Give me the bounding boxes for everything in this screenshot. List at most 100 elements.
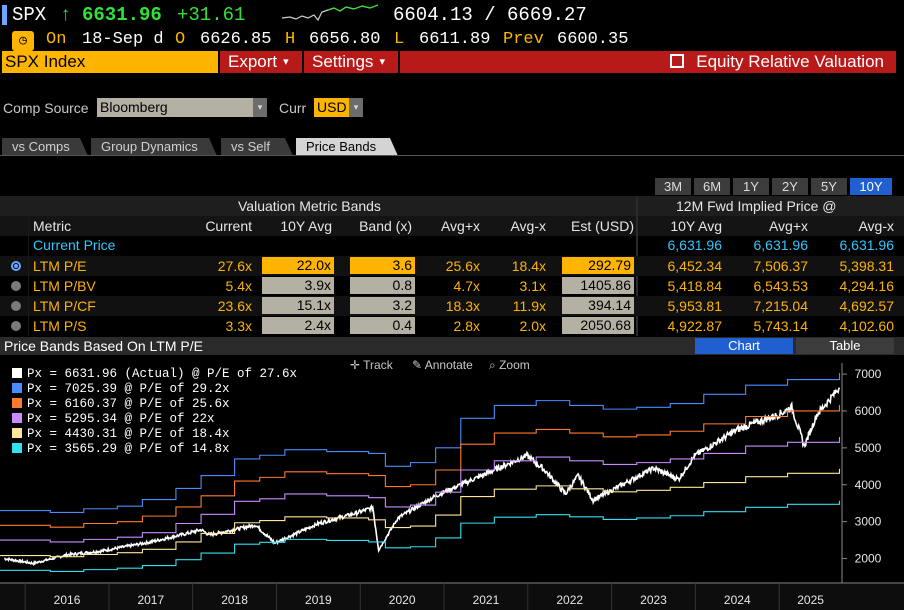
legend-item-band-1[interactable]: Px = 7025.39 @ P/E of 29.2x — [12, 382, 230, 396]
track-tool[interactable]: ✛ Track — [350, 358, 393, 372]
export-menu-button[interactable]: Export ▾ — [220, 51, 302, 73]
metric-band[interactable]: 0.4 — [350, 317, 415, 334]
legend-item-band-3[interactable]: Px = 5295.34 @ P/E of 22x — [12, 412, 215, 426]
period-6m-button[interactable]: 6M — [694, 178, 730, 195]
metric-avg-plus: 18.3x — [445, 298, 480, 314]
metric-name: LTM P/S — [33, 318, 87, 334]
comp-source-select[interactable]: Bloomberg ▾ — [97, 98, 267, 117]
series-line-1[interactable] — [0, 373, 841, 513]
last-price: 6631.96 — [82, 4, 162, 26]
metric-current: 5.4x — [225, 278, 252, 294]
low-value: 6611.89 — [419, 30, 491, 49]
col-avg-minus[interactable]: Avg-x — [510, 218, 546, 234]
period-3m-button[interactable]: 3M — [655, 178, 691, 195]
col-est[interactable]: Est (USD) — [571, 218, 634, 234]
col-current[interactable]: Current — [205, 218, 252, 234]
series-line-0[interactable] — [4, 387, 841, 567]
tab-vs-self[interactable]: vs Self — [221, 138, 293, 156]
magnifier-icon: ⌕ — [489, 358, 500, 372]
function-title-bar[interactable]: Equity Relative Valuation — [400, 51, 896, 73]
radio-selected-icon[interactable] — [11, 261, 21, 271]
period-5y-button[interactable]: 5Y — [811, 178, 847, 195]
period-10y-button[interactable]: 10Y — [850, 178, 892, 195]
col-implied-avg-minus[interactable]: Avg-x — [858, 218, 894, 234]
period-2y-button[interactable]: 2Y — [772, 178, 808, 195]
col-implied-10y-avg[interactable]: 10Y Avg — [670, 218, 722, 234]
x-tick-label: 2021 — [473, 593, 500, 607]
legend-item-band-2[interactable]: Px = 6160.37 @ P/E of 25.6x — [12, 397, 230, 411]
tab-vs-comps[interactable]: vs Comps — [2, 138, 88, 156]
track-label: Track — [363, 358, 393, 372]
col-metric[interactable]: Metric — [33, 218, 72, 234]
export-label: Export — [228, 52, 278, 71]
y-tick-label: 3000 — [855, 515, 882, 529]
metric-band[interactable]: 0.8 — [350, 277, 415, 294]
metric-10y-avg[interactable]: 2.4x — [262, 317, 334, 334]
metric-est[interactable]: 2050.68 — [562, 317, 634, 334]
table-row-current-price: Current Price 6,631.96 6,631.96 6,631.96 — [0, 236, 904, 256]
table-row-ltm-pe[interactable]: LTM P/E 27.6x 22.0x 3.6 25.6x 18.4x 292.… — [0, 256, 904, 276]
legend-item-band-4[interactable]: Px = 4430.31 @ P/E of 18.4x — [12, 427, 230, 441]
metric-est[interactable]: 1405.86 — [562, 277, 634, 294]
implied-avg-minus: 5,398.31 — [839, 258, 895, 274]
tab-price-bands[interactable]: Price Bands — [296, 138, 398, 156]
metric-current: 27.6x — [217, 258, 252, 274]
metric-avg-minus: 11.9x — [512, 298, 546, 314]
y-tick-label: 6000 — [855, 404, 882, 418]
legend-swatch — [12, 383, 22, 393]
legend-label: Px = 3565.29 @ P/E of 14.8x — [27, 442, 230, 456]
col-avg-plus[interactable]: Avg+x — [440, 218, 480, 234]
radio-unselected-icon[interactable] — [11, 321, 21, 331]
y-tick-label: 2000 — [855, 552, 882, 566]
security-input[interactable]: SPX Index — [2, 51, 218, 73]
legend-label: Px = 6631.96 (Actual) @ P/E of 27.6x — [27, 367, 298, 381]
table-row-ltm-pcf[interactable]: LTM P/CF 23.6x 15.1x 3.2 18.3x 11.9x 394… — [0, 296, 904, 316]
currency-select[interactable]: USD ▾ — [314, 98, 363, 117]
metric-10y-avg[interactable]: 22.0x — [262, 257, 334, 274]
legend-label: Px = 7025.39 @ P/E of 29.2x — [27, 382, 230, 396]
chart-title: Price Bands Based On LTM P/E — [4, 338, 203, 354]
radio-unselected-icon[interactable] — [11, 301, 21, 311]
metric-band[interactable]: 3.2 — [350, 297, 415, 314]
x-tick-label: 2024 — [724, 593, 751, 607]
command-bar: SPX Index Export ▾ Settings ▾ Equity Relat… — [0, 51, 896, 73]
x-tick-label: 2016 — [54, 593, 81, 607]
series-line-2[interactable] — [0, 405, 841, 528]
metric-name: LTM P/CF — [33, 298, 96, 314]
col-implied-avg-plus[interactable]: Avg+x — [768, 218, 808, 234]
series-line-3[interactable] — [0, 436, 841, 543]
y-tick-label: 7000 — [855, 367, 882, 381]
metric-avg-plus: 2.8x — [453, 318, 480, 334]
table-row-ltm-ps[interactable]: LTM P/S 3.3x 2.4x 0.4 2.8x 2.0x 2050.68 … — [0, 316, 904, 336]
col-10y-avg[interactable]: 10Y Avg — [280, 218, 332, 234]
period-1y-button[interactable]: 1Y — [733, 178, 769, 195]
metric-est[interactable]: 394.14 — [562, 297, 634, 314]
metric-est[interactable]: 292.79 — [562, 257, 634, 274]
legend-swatch — [12, 428, 22, 438]
ticker-symbol[interactable]: SPX — [12, 4, 47, 26]
metric-10y-avg[interactable]: 15.1x — [262, 297, 334, 314]
metric-band[interactable]: 3.6 — [350, 257, 415, 274]
table-view-button[interactable]: Table — [796, 338, 894, 354]
settings-label: Settings — [312, 52, 374, 71]
series-line-4[interactable] — [0, 468, 841, 558]
chart-view-button[interactable]: Chart — [695, 338, 793, 354]
col-band[interactable]: Band (x) — [359, 218, 412, 234]
radio-unselected-icon[interactable] — [11, 281, 21, 291]
legend-item-actual[interactable]: Px = 6631.96 (Actual) @ P/E of 27.6x — [12, 367, 297, 381]
x-tick-label: 2020 — [389, 593, 416, 607]
legend-item-band-5[interactable]: Px = 3565.29 @ P/E of 14.8x — [12, 442, 230, 456]
metric-name: LTM P/BV — [33, 278, 96, 294]
zoom-tool[interactable]: ⌕ Zoom — [489, 358, 530, 373]
settings-menu-button[interactable]: Settings ▾ — [304, 51, 398, 73]
metric-10y-avg[interactable]: 3.9x — [262, 277, 334, 294]
price-bands-chart[interactable]: 2000 3000 4000 5000 6000 7000 2016 2017 2018 2019… — [0, 355, 904, 610]
tab-group-dynamics[interactable]: Group Dynamics — [91, 138, 217, 156]
table-row-ltm-pbv[interactable]: LTM P/BV 5.4x 3.9x 0.8 4.7x 3.1x 1405.86… — [0, 276, 904, 296]
annotate-tool[interactable]: ✎ Annotate — [412, 358, 473, 372]
crosshair-icon: ✛ — [350, 358, 364, 372]
series-line-5[interactable] — [0, 500, 841, 573]
day-range: 6604.13 / 6669.27 — [393, 4, 587, 26]
current-price-10y: 6,631.96 — [667, 237, 723, 253]
chart-canvas[interactable]: 2000 3000 4000 5000 6000 7000 2016 2017 2018 2019… — [0, 355, 904, 610]
